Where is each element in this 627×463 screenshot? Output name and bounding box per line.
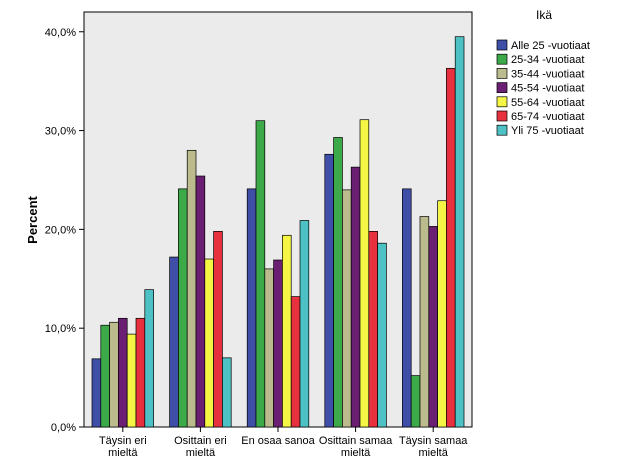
bar — [186, 149, 197, 428]
bar — [222, 357, 232, 428]
bar — [109, 321, 119, 428]
bar — [299, 220, 310, 428]
legend-label: 45-54 -vuotiaat — [511, 83, 584, 95]
bar — [282, 234, 292, 428]
legend-label: 25-34 -vuotiaat — [511, 54, 584, 66]
bar — [91, 358, 102, 428]
x-tick-label: Täysin samaa mieltä — [399, 435, 468, 459]
x-tick-label: En osaa sanoa — [241, 435, 315, 447]
legend-swatch — [496, 96, 508, 108]
bar — [213, 231, 223, 428]
x-axis: Täysin eri mieltä Osittain eri mieltä En osa… — [99, 427, 468, 459]
legend-swatch — [496, 68, 508, 79]
y-tick-label: 20,0% — [45, 224, 76, 236]
bar — [178, 188, 188, 428]
legend-label: Alle 25 -vuotiaat — [511, 40, 590, 52]
x-tick-label: Osittain eri mieltä — [174, 435, 227, 459]
bar — [428, 226, 438, 428]
x-tick-label: Osittain samaa mieltä — [319, 435, 393, 459]
bar — [126, 333, 137, 428]
y-tick-label: 10,0% — [45, 323, 76, 335]
bar — [454, 36, 465, 428]
bar — [437, 200, 447, 428]
bar — [169, 256, 179, 428]
y-axis: 0,0% 10,0% 20,0% 30,0% 40,0% — [45, 27, 84, 434]
bar — [324, 153, 334, 428]
bar — [342, 189, 352, 428]
y-tick-label: 40,0% — [45, 27, 76, 39]
bar — [368, 231, 378, 428]
bar — [333, 137, 343, 428]
legend-swatch — [496, 110, 508, 122]
bars-group — [91, 36, 465, 428]
bar — [402, 188, 412, 428]
legend-swatch — [496, 82, 508, 93]
legend-label: 65-74 -vuotiaat — [511, 111, 584, 123]
x-tick-label: Täysin eri mieltä — [99, 435, 147, 459]
legend-swatch — [496, 39, 508, 51]
legend-swatch — [496, 124, 508, 136]
bar — [290, 296, 301, 428]
legend-title: Ikä — [536, 8, 552, 22]
bar — [246, 188, 257, 428]
bar — [410, 375, 421, 428]
legend: Ikä Alle 25 -vuotiaat 25-34 -vuotiaat 35-44… — [496, 8, 590, 137]
legend-label: 55-64 -vuotiaat — [511, 97, 584, 109]
bar — [377, 242, 387, 428]
y-tick-label: 0,0% — [51, 422, 76, 434]
bar — [419, 216, 430, 428]
bar — [273, 259, 283, 428]
bar — [264, 268, 274, 428]
bar — [100, 324, 110, 428]
legend-label: 35-44 -vuotiaat — [511, 68, 584, 80]
bar — [135, 317, 146, 428]
bar — [204, 258, 214, 428]
bar — [195, 175, 206, 428]
bar — [255, 120, 266, 428]
bar — [144, 289, 154, 428]
bar — [118, 317, 128, 428]
y-axis-label: Percent — [25, 195, 40, 243]
bar — [446, 67, 456, 428]
y-tick-label: 30,0% — [45, 126, 76, 138]
bar — [350, 166, 361, 428]
legend-swatch — [496, 53, 508, 65]
bar — [359, 119, 370, 428]
legend-label: Yli 75 -vuotiaat — [511, 125, 584, 137]
